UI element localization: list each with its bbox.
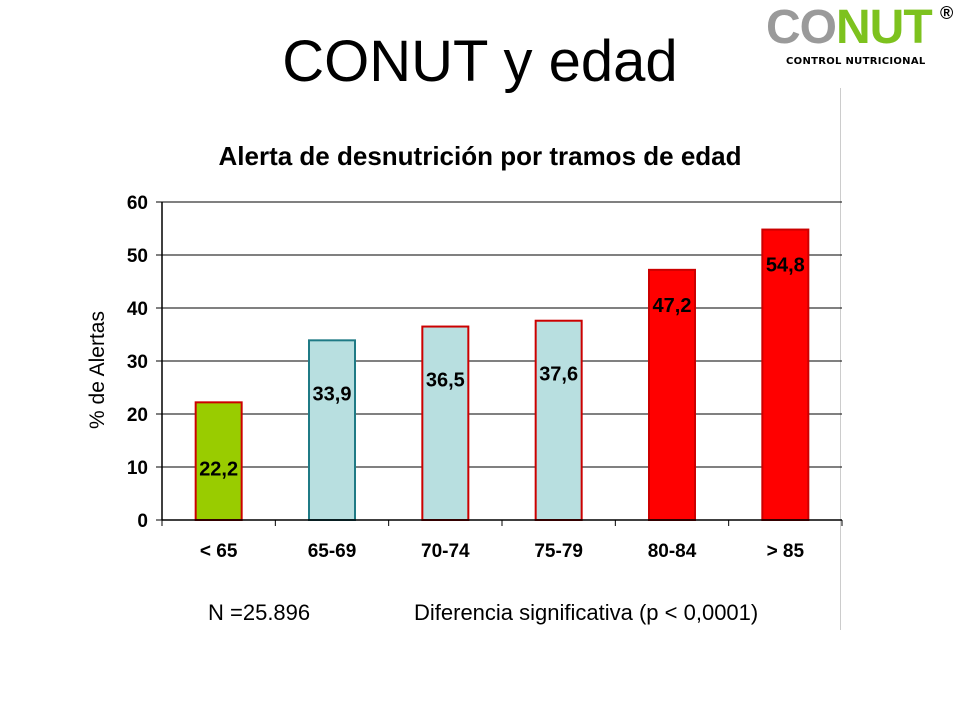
bar <box>308 339 356 521</box>
bar <box>534 319 583 521</box>
gridlines <box>162 201 842 468</box>
slide-title: CONUT y edad <box>282 29 678 94</box>
x-tick-label: 65-69 <box>308 541 357 562</box>
axes <box>156 201 843 526</box>
x-tick-label: 80-84 <box>648 541 697 562</box>
bar <box>648 268 696 521</box>
x-tick-label: < 65 <box>200 541 238 562</box>
registered-mark-icon: ® <box>940 3 954 23</box>
data-label: 37,6 <box>539 364 578 386</box>
data-label: 22,2 <box>199 458 238 480</box>
x-tick-label: > 85 <box>767 541 805 562</box>
significance-note: Diferencia significativa (p < 0,0001) <box>414 600 759 625</box>
y-tick-label: 30 <box>127 352 148 373</box>
y-tick-label: 20 <box>127 405 148 426</box>
labels: 0 10 20 30 40 50 60 22,2 < 65 33,9 65-69 36,5 70-74 3… <box>127 193 805 562</box>
conut-logo: CONUT ® CONTROL NUTRICIONAL <box>766 4 958 70</box>
y-tick-label: 0 <box>137 511 148 532</box>
bar <box>761 228 810 521</box>
sample-size-note: N =25.896 <box>208 600 311 625</box>
logo-wordmark: CONUT <box>766 1 933 54</box>
bars <box>194 228 810 521</box>
logo-subtitle: CONTROL NUTRICIONAL <box>786 56 926 67</box>
chart-title: Alerta de desnutrición por tramos de eda… <box>219 141 742 171</box>
y-tick-label: 10 <box>127 458 148 479</box>
data-label: 47,2 <box>653 295 692 317</box>
bar <box>421 325 470 521</box>
slide-divider <box>840 88 841 630</box>
x-tick-label: 75-79 <box>534 541 583 562</box>
x-tick-label: 70-74 <box>421 541 470 562</box>
logo-word-nut: NUT <box>836 1 933 54</box>
logo-word-co: CO <box>766 1 837 54</box>
y-tick-label: 50 <box>127 246 148 267</box>
data-label: 36,5 <box>426 370 465 392</box>
y-tick-label: 40 <box>127 299 148 320</box>
y-tick-label: 60 <box>127 193 148 214</box>
data-label: 54,8 <box>766 255 805 277</box>
y-axis-label: % de Alertas <box>86 311 109 429</box>
data-label: 33,9 <box>313 383 352 405</box>
